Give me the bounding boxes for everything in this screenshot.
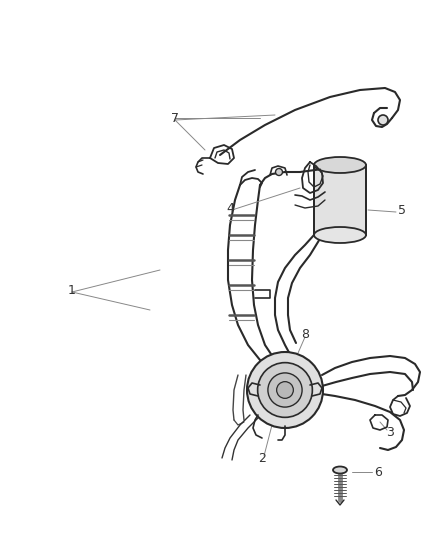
- Text: 5: 5: [397, 204, 405, 216]
- Circle shape: [377, 115, 387, 125]
- Bar: [313, 165, 365, 235]
- Circle shape: [276, 382, 293, 398]
- Text: 8: 8: [300, 328, 308, 342]
- Circle shape: [247, 352, 322, 428]
- Ellipse shape: [313, 227, 365, 243]
- Text: 4: 4: [226, 201, 233, 214]
- Circle shape: [275, 168, 282, 175]
- Text: 3: 3: [385, 425, 393, 439]
- Text: 6: 6: [373, 466, 381, 480]
- Text: 7: 7: [171, 111, 179, 125]
- Circle shape: [257, 362, 312, 417]
- Ellipse shape: [313, 157, 365, 173]
- Ellipse shape: [332, 466, 346, 473]
- Text: 1: 1: [68, 284, 76, 296]
- Circle shape: [267, 373, 301, 407]
- Text: 2: 2: [258, 451, 265, 464]
